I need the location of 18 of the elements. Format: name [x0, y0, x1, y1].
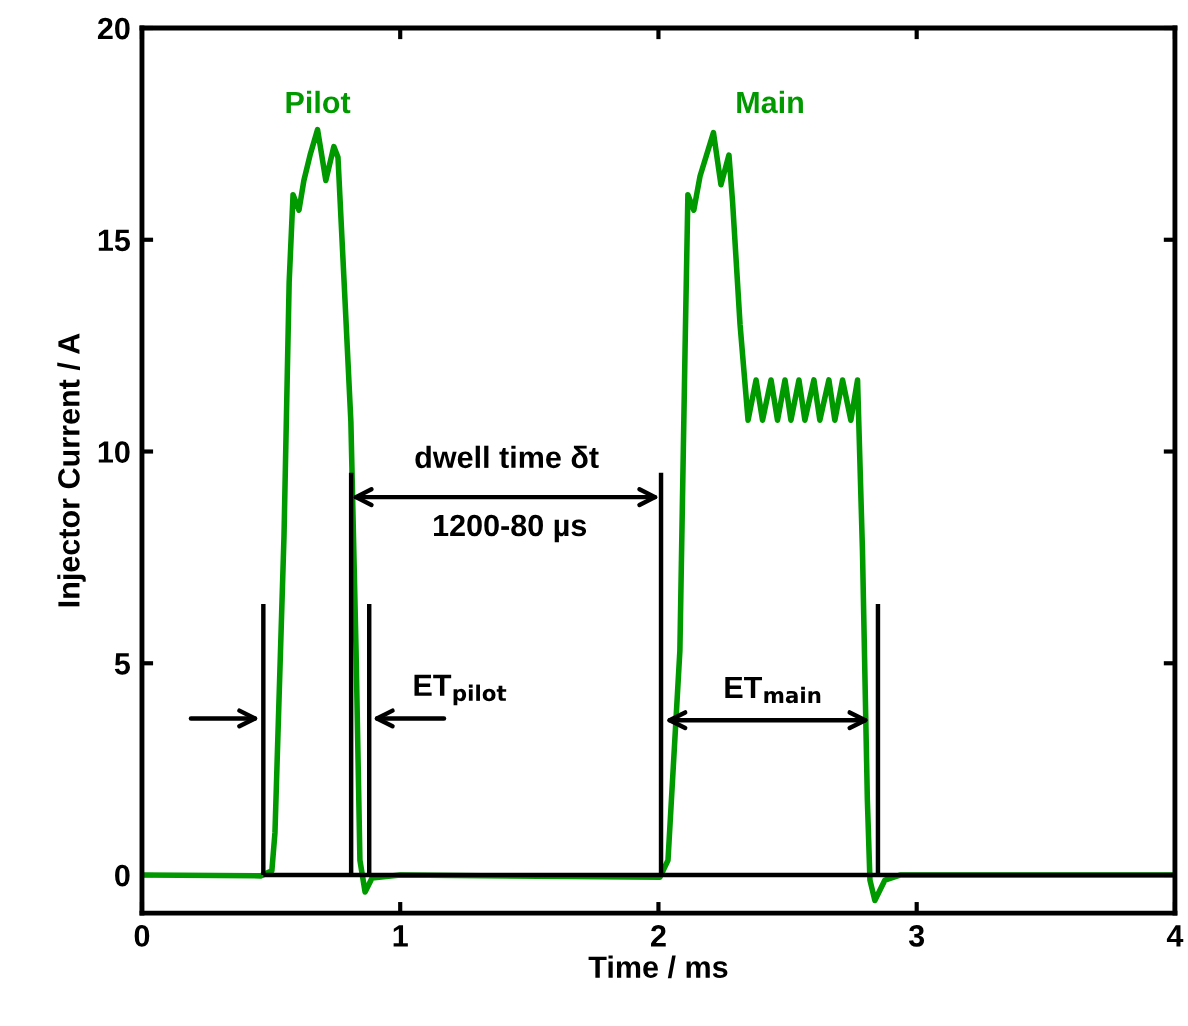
- x-tick-label: 2: [651, 925, 666, 947]
- annotation: Main: [737, 90, 803, 114]
- x-tick-label: 3: [908, 925, 925, 947]
- annotation: ET$_{pilot}$: [414, 674, 507, 706]
- annotation: dwell time δt: [415, 445, 599, 469]
- x-tick-label: 0: [134, 925, 150, 947]
- y-tick-label: 20: [97, 17, 130, 40]
- annotation: Pilot: [286, 90, 351, 114]
- x-axis-title: Time / ms: [588, 955, 728, 979]
- annotation: ET$_{main}$: [725, 676, 821, 704]
- y-tick-label: 15: [98, 229, 131, 252]
- y-tick-label: 10: [98, 441, 130, 463]
- x-tick-label: 4: [1166, 925, 1184, 947]
- y-tick-label: 0: [115, 864, 130, 887]
- annotation: 1200-80 µs: [434, 514, 587, 543]
- x-tick-label: 1: [393, 925, 408, 947]
- y-tick-label: 5: [114, 653, 131, 675]
- y-axis-title: Injector Current / A: [57, 333, 86, 607]
